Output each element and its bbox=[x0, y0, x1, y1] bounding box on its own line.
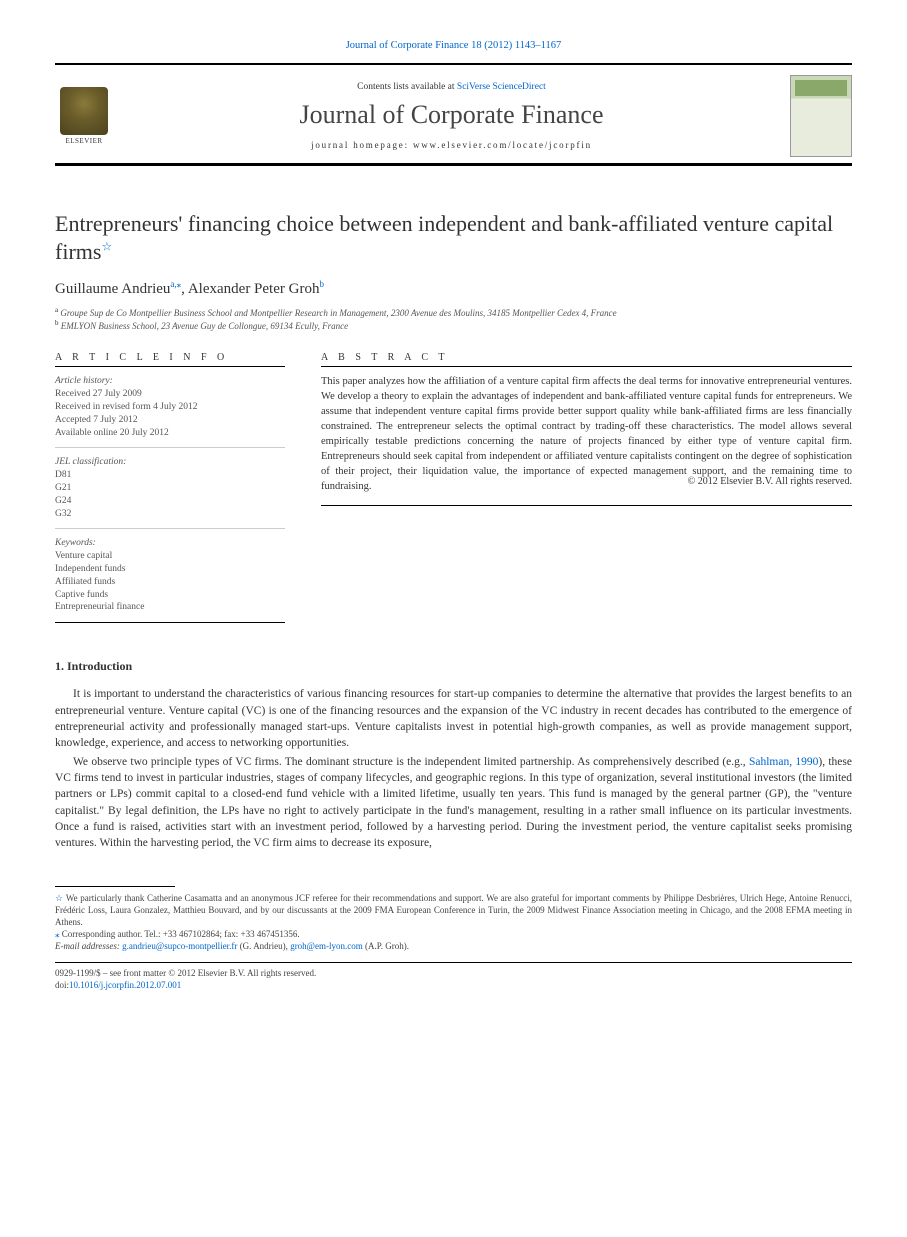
title-footnote-marker: ☆ bbox=[101, 239, 112, 253]
affiliation-2: b EMLYON Business School, 23 Avenue Guy … bbox=[55, 319, 852, 332]
corr-symbol: ⁎ bbox=[55, 929, 60, 939]
kw-3: Captive funds bbox=[55, 589, 285, 602]
p2-a: We observe two principle types of VC fir… bbox=[73, 756, 749, 768]
affil-2-sup: b bbox=[55, 319, 59, 327]
article-info-heading: A R T I C L E I N F O bbox=[55, 352, 285, 367]
header-bottom-rule bbox=[55, 164, 852, 166]
history-3: Available online 20 July 2012 bbox=[55, 427, 285, 440]
page-footer: 0929-1199/$ – see front matter © 2012 El… bbox=[55, 962, 852, 991]
article-history-block: Article history: Received 27 July 2009 R… bbox=[55, 375, 285, 448]
contents-line: Contents lists available at SciVerse Sci… bbox=[127, 82, 776, 92]
kw-1: Independent funds bbox=[55, 563, 285, 576]
intro-para-1: It is important to understand the charac… bbox=[55, 686, 852, 751]
abstract-column: A B S T R A C T This paper analyzes how … bbox=[321, 352, 852, 631]
email-2[interactable]: groh@em-lyon.com bbox=[290, 941, 363, 951]
history-1: Received in revised form 4 July 2012 bbox=[55, 401, 285, 414]
history-0: Received 27 July 2009 bbox=[55, 388, 285, 401]
info-abstract-row: A R T I C L E I N F O Article history: R… bbox=[55, 352, 852, 631]
article-title: Entrepreneurs' financing choice between … bbox=[55, 210, 852, 265]
footnote-rule bbox=[55, 886, 175, 887]
jel-1: G21 bbox=[55, 482, 285, 495]
journal-header: ELSEVIER Contents lists available at Sci… bbox=[55, 63, 852, 164]
header-center: Contents lists available at SciVerse Sci… bbox=[127, 82, 776, 150]
citation-sahlman[interactable]: Sahlman, 1990 bbox=[749, 756, 818, 768]
elsevier-tree-icon bbox=[60, 87, 108, 135]
intro-para-2: We observe two principle types of VC fir… bbox=[55, 754, 852, 852]
jel-label: JEL classification: bbox=[55, 456, 285, 469]
footnote-corresponding: ⁎ Corresponding author. Tel.: +33 467102… bbox=[55, 928, 852, 940]
doi-label: doi: bbox=[55, 980, 69, 990]
publisher-name: ELSEVIER bbox=[65, 137, 102, 145]
abstract-heading: A B S T R A C T bbox=[321, 352, 852, 367]
section-1-heading: 1. Introduction bbox=[55, 659, 852, 674]
author-1-sup: a,⁎ bbox=[170, 279, 181, 289]
footer-copyright: 0929-1199/$ – see front matter © 2012 El… bbox=[55, 967, 852, 979]
article-info-column: A R T I C L E I N F O Article history: R… bbox=[55, 352, 285, 631]
author-1: Guillaume Andrieu bbox=[55, 281, 170, 297]
sciencedirect-link[interactable]: SciVerse ScienceDirect bbox=[457, 82, 546, 92]
elsevier-logo: ELSEVIER bbox=[55, 84, 113, 148]
abstract-copyright: © 2012 Elsevier B.V. All rights reserved… bbox=[321, 475, 852, 497]
journal-title: Journal of Corporate Finance bbox=[127, 100, 776, 130]
contents-prefix: Contents lists available at bbox=[357, 82, 457, 92]
affiliation-1: a Groupe Sup de Co Montpellier Business … bbox=[55, 306, 852, 319]
homepage-url[interactable]: www.elsevier.com/locate/jcorpfin bbox=[413, 140, 592, 150]
email-1[interactable]: g.andrieu@supco-montpellier.fr bbox=[122, 941, 237, 951]
ack-symbol: ☆ bbox=[55, 893, 63, 903]
p2-b: ), these VC firms tend to invest in part… bbox=[55, 756, 852, 850]
author-list: Guillaume Andrieua,⁎, Alexander Peter Gr… bbox=[55, 279, 852, 298]
author-2: Alexander Peter Groh bbox=[188, 281, 320, 297]
article-title-text: Entrepreneurs' financing choice between … bbox=[55, 211, 833, 264]
history-label: Article history: bbox=[55, 375, 285, 388]
jel-0: D81 bbox=[55, 469, 285, 482]
footnote-acknowledgment: ☆ We particularly thank Catherine Casama… bbox=[55, 892, 852, 928]
journal-reference: Journal of Corporate Finance 18 (2012) 1… bbox=[55, 40, 852, 51]
keywords-block: Keywords: Venture capital Independent fu… bbox=[55, 537, 285, 623]
kw-2: Affiliated funds bbox=[55, 576, 285, 589]
email-2-who: (A.P. Groh). bbox=[363, 941, 409, 951]
history-2: Accepted 7 July 2012 bbox=[55, 414, 285, 427]
kw-4: Entrepreneurial finance bbox=[55, 601, 285, 614]
jel-block: JEL classification: D81 G21 G24 G32 bbox=[55, 456, 285, 529]
email-label: E-mail addresses: bbox=[55, 941, 122, 951]
doi-link[interactable]: 10.1016/j.jcorpfin.2012.07.001 bbox=[69, 980, 181, 990]
abstract-text: This paper analyzes how the affiliation … bbox=[321, 375, 852, 505]
homepage-label: journal homepage: bbox=[311, 140, 413, 150]
ack-text: We particularly thank Catherine Casamatt… bbox=[55, 893, 852, 927]
affil-1-sup: a bbox=[55, 306, 58, 314]
homepage-line: journal homepage: www.elsevier.com/locat… bbox=[127, 140, 776, 150]
jel-3: G32 bbox=[55, 508, 285, 521]
keywords-label: Keywords: bbox=[55, 537, 285, 550]
email-1-who: (G. Andrieu), bbox=[237, 941, 290, 951]
affil-2-text: EMLYON Business School, 23 Avenue Guy de… bbox=[61, 321, 348, 331]
journal-cover-thumbnail bbox=[790, 75, 852, 157]
kw-0: Venture capital bbox=[55, 550, 285, 563]
author-2-sup: b bbox=[319, 279, 324, 289]
jel-2: G24 bbox=[55, 495, 285, 508]
footnote-emails: E-mail addresses: g.andrieu@supco-montpe… bbox=[55, 940, 852, 952]
affil-1-text: Groupe Sup de Co Montpellier Business Sc… bbox=[60, 308, 616, 318]
corr-text: Corresponding author. Tel.: +33 46710286… bbox=[62, 929, 300, 939]
